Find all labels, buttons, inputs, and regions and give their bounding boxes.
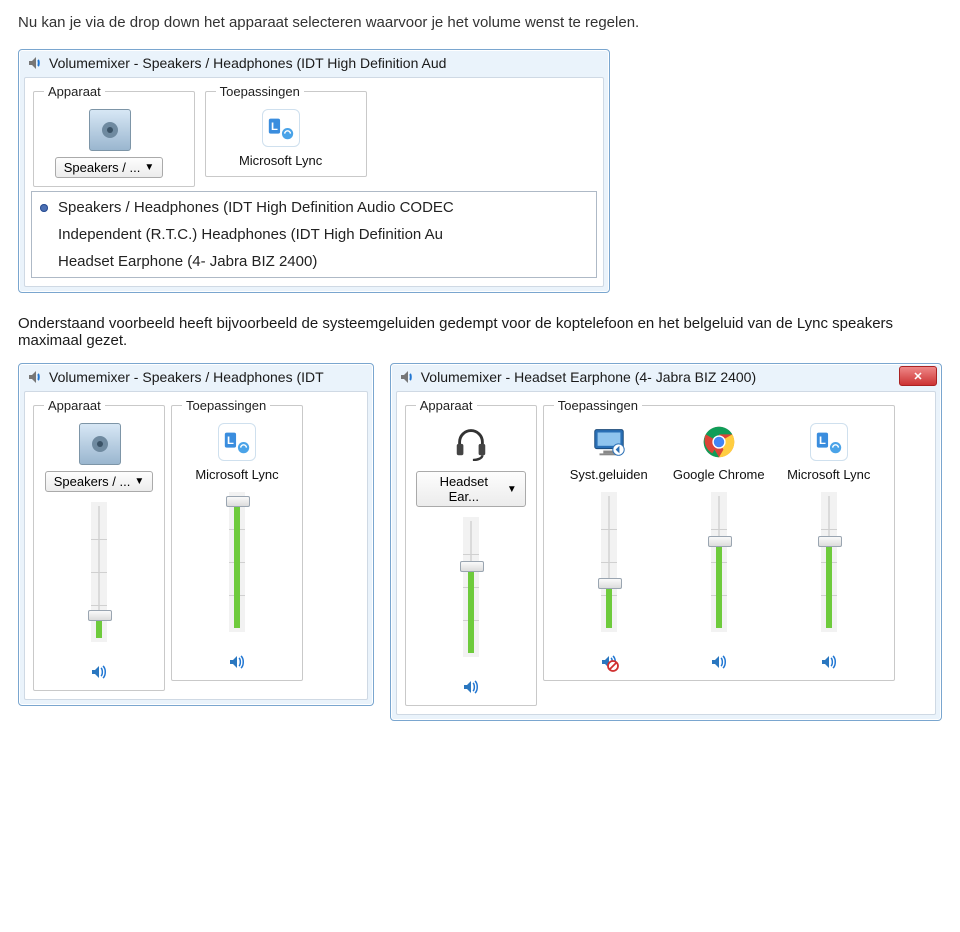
app-label: Google Chrome [664,467,774,482]
window-title: Volumemixer - Speakers / Headphones (IDT [49,369,324,385]
device-legend: Apparaat [416,398,477,413]
device-select-button[interactable]: Speakers / ... ▼ [55,157,164,178]
titlebar[interactable]: Volumemixer - Headset Earphone (4- Jabra… [391,364,941,389]
chevron-down-icon: ▼ [507,484,517,495]
apps-section: Toepassingen Syst.geluidenGoogle Chrome L M… [543,398,895,681]
slider-thumb[interactable] [708,536,732,547]
lync-icon: L [217,423,257,463]
mixer-column: Google Chrome [664,423,774,672]
speaker-icon [27,55,43,71]
svg-text:L: L [271,121,278,133]
dropdown-item[interactable]: Headset Earphone (4- Jabra BIZ 2400) [32,248,596,275]
device-select-button[interactable]: Headset Ear... ▼ [416,471,526,507]
speaker-icon [399,369,415,385]
device-dropdown: Speakers / Headphones (IDT High Definiti… [31,191,597,278]
svg-text:L: L [819,435,826,447]
app-label: Microsoft Lync [182,467,292,482]
apps-legend: Toepassingen [216,84,304,99]
apps-legend: Toepassingen [182,398,270,413]
app-label: Microsoft Lync [774,467,884,482]
chevron-down-icon: ▼ [134,476,144,487]
volume-slider[interactable] [601,492,617,632]
apps-legend: Toepassingen [554,398,642,413]
device-select-button[interactable]: Speakers / ...▼ [45,471,154,492]
titlebar[interactable]: Volumemixer - Speakers / Headphones (IDT… [19,50,609,75]
slider-thumb[interactable] [226,496,250,507]
device-select-label: Speakers / ... [64,160,141,175]
svg-text:L: L [227,435,234,447]
device-select-label: Headset Ear... [425,474,503,504]
mute-toggle[interactable] [819,652,839,672]
device-speaker-icon [89,109,129,149]
chrome-icon [699,423,739,463]
volume-slider[interactable] [91,502,107,642]
headset-icon [451,423,491,463]
volume-mixer-window-2: Volumemixer - Speakers / Headphones (IDT… [18,363,374,706]
mute-toggle[interactable] [89,662,109,682]
close-button[interactable]: ✕ [899,366,937,386]
mixer-column: Speakers / ...▼ [44,423,154,682]
volume-slider[interactable] [229,492,245,632]
chevron-down-icon: ▼ [144,162,154,173]
mute-toggle[interactable] [461,677,481,697]
mixer-column: L Microsoft Lync [774,423,884,672]
device-section: Apparaat Speakers / ...▼ [33,398,165,691]
speaker-icon [79,423,119,463]
paragraph-2: Onderstaand voorbeeld heeft bijvoorbeeld… [18,315,942,349]
window-title: Volumemixer - Headset Earphone (4- Jabra… [421,369,756,385]
mixer-column: L Microsoft Lync [182,423,292,672]
monitor-icon [589,423,629,463]
device-section: Apparaat Headset Ear... ▼ [405,398,537,706]
device-legend: Apparaat [44,84,105,99]
volume-mixer-window-1: Volumemixer - Speakers / Headphones (IDT… [18,49,610,293]
slider-thumb[interactable] [88,610,112,621]
titlebar[interactable]: Volumemixer - Speakers / Headphones (IDT [19,364,373,389]
dropdown-item[interactable]: Speakers / Headphones (IDT High Definiti… [32,194,596,221]
app-label: Syst.geluiden [554,467,664,482]
dropdown-item[interactable]: Independent (R.T.C.) Headphones (IDT Hig… [32,221,596,248]
mixer-column: Headset Ear... ▼ [416,423,526,697]
apps-section: Toepassingen L Microsoft Lync [171,398,303,681]
window-title: Volumemixer - Speakers / Headphones (IDT… [49,55,446,71]
slider-thumb[interactable] [460,561,484,572]
device-section: Apparaat Speakers / ... ▼ [33,84,195,187]
volume-slider[interactable] [711,492,727,632]
intro-text: Nu kan je via de drop down het apparaat … [18,14,942,31]
lync-icon: L [809,423,849,463]
volume-slider[interactable] [463,517,479,657]
mute-toggle[interactable] [227,652,247,672]
slider-thumb[interactable] [598,578,622,589]
volume-slider[interactable] [821,492,837,632]
device-legend: Apparaat [44,398,105,413]
volume-mixer-window-3: Volumemixer - Headset Earphone (4- Jabra… [390,363,942,721]
mute-toggle[interactable] [709,652,729,672]
mixer-column: Syst.geluiden [554,423,664,672]
slider-thumb[interactable] [818,536,842,547]
speaker-icon [27,369,43,385]
app-label: Microsoft Lync [216,153,346,168]
device-select-label: Speakers / ... [54,474,131,489]
close-icon: ✕ [913,370,922,383]
apps-section: Toepassingen L [205,84,367,177]
lync-app-icon: L [261,109,301,149]
mute-toggle[interactable] [599,652,619,672]
